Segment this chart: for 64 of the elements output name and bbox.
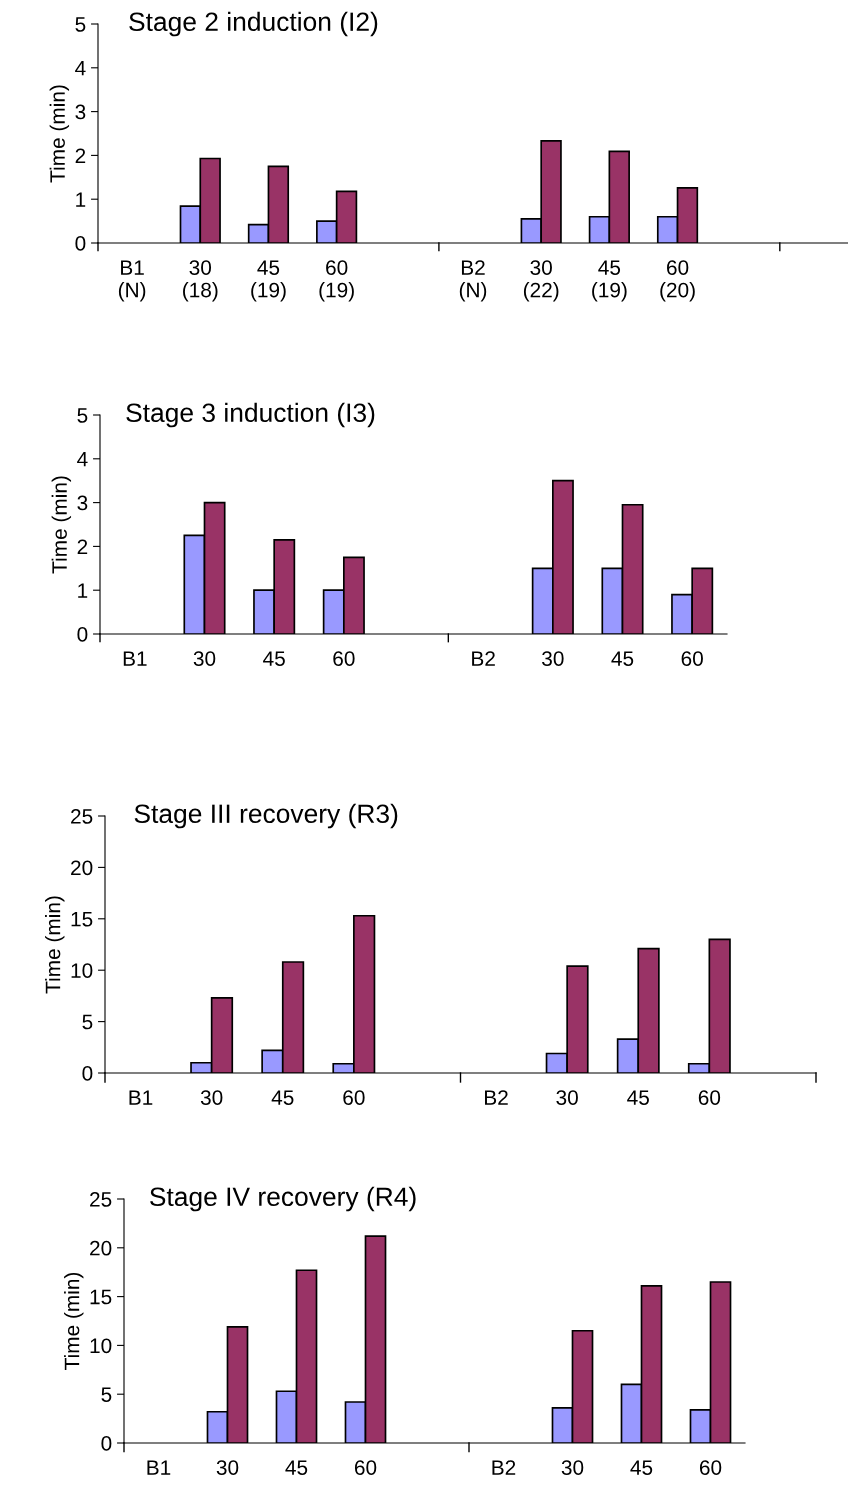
y-tick-label: 1 (76, 192, 86, 207)
x-tick-label: 45 (627, 1090, 649, 1105)
x-tick-label: 30 (22) (523, 260, 559, 302)
x-tick-label: 30 (193, 651, 216, 666)
y-axis-title: Time (min) (51, 476, 72, 574)
y-tick-label: 2 (77, 539, 88, 554)
x-tick-label: B2 (N) (459, 260, 487, 302)
x-tick-label: 60 (681, 651, 703, 666)
x-tick-label: B2 (492, 1460, 516, 1475)
y-tick-label: 10 (90, 1338, 112, 1354)
y-tick-label: 2 (75, 148, 86, 163)
chart-title: Stage IV recovery (R4) (150, 1186, 416, 1212)
x-tick-label: 45 (630, 1460, 653, 1475)
y-tick-label: 10 (71, 963, 93, 978)
y-tick-label: 5 (75, 17, 86, 32)
y-tick-label: 5 (101, 1387, 112, 1402)
x-tick-label: B2 (472, 651, 495, 666)
y-axis-title: Time (min) (49, 85, 70, 183)
chart-title: Stage 3 induction (I3) (126, 402, 375, 428)
x-tick-label: 60 (343, 1090, 365, 1105)
chart-title: Stage 2 induction (I2) (129, 11, 378, 37)
y-tick-label: 15 (71, 912, 93, 927)
y-tick-label: 25 (90, 1192, 112, 1207)
y-tick-label: 20 (71, 860, 93, 876)
x-tick-label: 30 (556, 1090, 578, 1105)
y-tick-label: 3 (75, 104, 86, 120)
x-tick-label: 30 (200, 1090, 223, 1105)
x-tick-label: 30 (216, 1460, 239, 1475)
chart-title: Stage III recovery (R3) (134, 803, 398, 829)
x-tick-label: B2 (485, 1090, 508, 1105)
x-tick-label: 30 (561, 1460, 584, 1475)
x-tick-label: 45 (263, 651, 285, 666)
x-tick-label: 30 (18) (183, 260, 218, 302)
y-axis-title: Time (min) (45, 896, 65, 994)
y-tick-label: 3 (77, 495, 88, 511)
x-tick-label: B1 (123, 651, 147, 666)
x-tick-label: 45 (285, 1460, 308, 1475)
x-tick-label: B1 (N) (118, 260, 146, 302)
y-tick-label: 1 (78, 583, 88, 598)
x-tick-label: 45 (611, 651, 634, 666)
x-tick-label: 45 (19) (251, 260, 286, 302)
x-tick-label: 60 (333, 651, 355, 666)
x-tick-label: 60 (699, 1460, 722, 1475)
x-tick-label: 30 (542, 651, 564, 666)
y-tick-label: 0 (101, 1436, 112, 1451)
y-tick-label: 25 (71, 809, 93, 824)
y-tick-label: 0 (75, 236, 86, 251)
x-tick-label: 60 (20) (660, 260, 695, 302)
y-axis-title: Time (min) (64, 1272, 84, 1370)
y-tick-label: 5 (82, 1014, 93, 1030)
x-tick-label: 45 (271, 1090, 294, 1105)
x-tick-label: B1 (147, 1460, 171, 1475)
x-tick-label: 60 (354, 1460, 377, 1475)
x-tick-label: B1 (129, 1090, 153, 1105)
y-tick-label: 15 (90, 1289, 112, 1305)
x-tick-label: 45 (19) (592, 260, 627, 302)
y-tick-label: 0 (77, 627, 88, 642)
y-tick-label: 5 (77, 408, 88, 423)
x-tick-label: 60 (19) (319, 260, 354, 302)
x-tick-label: 60 (698, 1090, 721, 1105)
y-tick-label: 0 (82, 1066, 93, 1081)
y-tick-label: 4 (77, 452, 88, 467)
y-tick-label: 4 (75, 61, 86, 76)
y-tick-label: 20 (90, 1240, 112, 1256)
